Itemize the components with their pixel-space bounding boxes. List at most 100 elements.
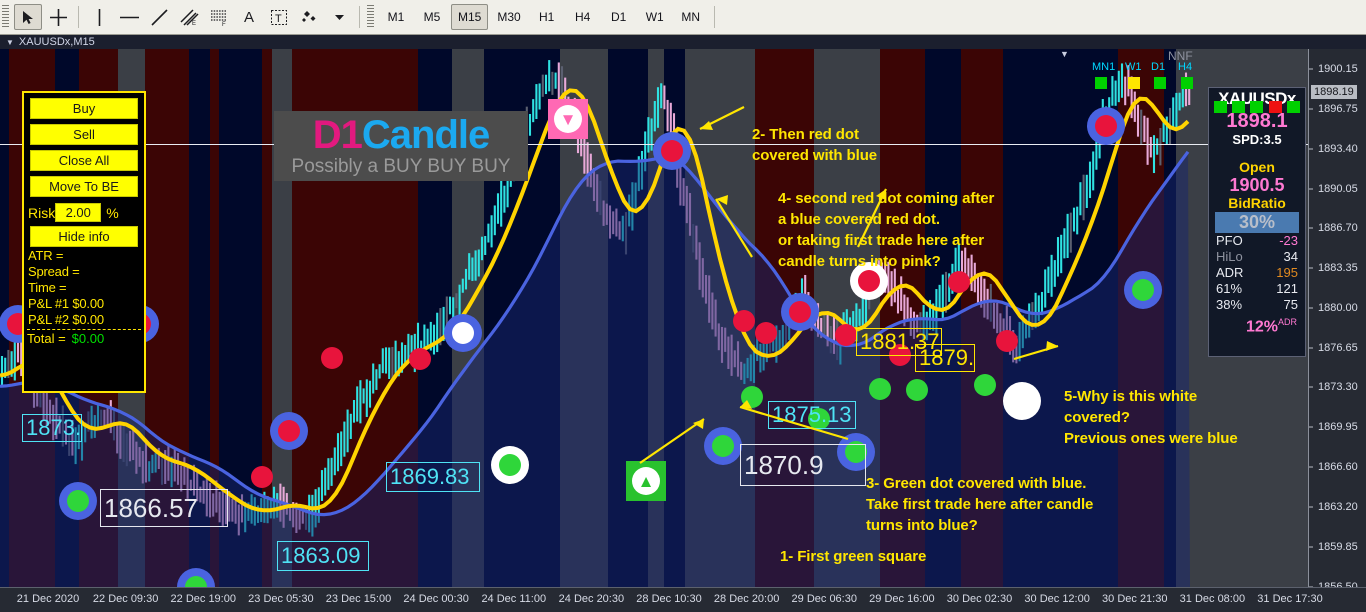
red-signal-dot xyxy=(321,347,343,369)
price-tick-label: 1873.30 xyxy=(1318,381,1358,394)
text-tool[interactable]: A xyxy=(243,8,254,26)
info-trend-dot xyxy=(1250,101,1264,113)
price-tick-label: 1900.15 xyxy=(1318,62,1358,75)
info-stat-row: PFO -23 xyxy=(1209,233,1305,249)
hide-info-button[interactable]: Hide info xyxy=(30,226,138,247)
annotation-5: 5-Why is this white covered? Previous on… xyxy=(1064,388,1238,447)
symbol-info-panel: XAUUSDx 1898.1 SPD:3.5 Open 1900.5 BidRa… xyxy=(1208,87,1306,357)
red-signal-dot xyxy=(661,140,683,162)
tf-marker-dot-d1 xyxy=(1154,77,1166,89)
price-tick-label: 1893.40 xyxy=(1318,142,1358,155)
risk-unit: % xyxy=(106,204,119,221)
time-tick-label: 21 Dec 2020 xyxy=(16,593,80,605)
close-all-button[interactable]: Close All xyxy=(30,150,138,171)
chart-menu-caret-icon[interactable]: ▼ xyxy=(6,37,14,47)
equidistant-channel-tool[interactable]: E xyxy=(175,4,203,30)
chart-plot-area[interactable]: ▼ ▲ D1Candle Possibly a BUY BUY BUY 1873.… xyxy=(0,49,1308,587)
atr-line: ATR = xyxy=(28,248,64,263)
info-bid-price: 1898.1 xyxy=(1226,110,1288,132)
time-tick-label: 31 Dec 08:00 xyxy=(1179,593,1246,605)
timeframe-m5[interactable]: M5 xyxy=(423,10,441,24)
red-signal-dot xyxy=(409,348,431,370)
price-box-1869: 1869.83 xyxy=(386,462,480,492)
time-tick-label: 28 Dec 10:30 xyxy=(636,593,702,605)
cursor-tool[interactable] xyxy=(14,4,42,30)
timeframe-w1[interactable]: W1 xyxy=(645,10,664,24)
toolbar-separator xyxy=(78,6,79,28)
timeframe-grip[interactable] xyxy=(367,5,374,29)
time-tick-label: 24 Dec 00:30 xyxy=(403,593,469,605)
toolbar-grip[interactable] xyxy=(2,5,9,29)
time-tick-label: 23 Dec 15:00 xyxy=(325,593,392,605)
price-tick-label: 1859.85 xyxy=(1318,541,1358,554)
toolbar-separator-3 xyxy=(713,6,715,28)
price-tick-label: 1890.05 xyxy=(1318,182,1358,195)
timeframe-m15[interactable]: M15 xyxy=(451,4,489,30)
red-signal-dot xyxy=(789,301,811,323)
tf-marker-dot-w1 xyxy=(1128,77,1140,89)
info-stat-row: 38% 75 xyxy=(1209,297,1305,313)
info-spread: SPD:3.5 xyxy=(1232,132,1282,147)
price-axis[interactable]: 1900.15 1896.75 1893.40 1890.05 1886.70 1883.… xyxy=(1308,49,1366,593)
objects-dropdown[interactable] xyxy=(325,4,353,30)
timeframe-h4[interactable]: H4 xyxy=(575,10,591,24)
price-tick-label: 1866.60 xyxy=(1318,461,1358,474)
trendline-tool[interactable] xyxy=(145,4,173,30)
logo-tagline: Possibly a BUY BUY BUY xyxy=(291,156,511,177)
session-band xyxy=(210,49,219,587)
timeframe-d1[interactable]: D1 xyxy=(611,10,627,24)
time-axis[interactable]: 21 Dec 2020 22 Dec 09:30 22 Dec 19:00 23 De… xyxy=(0,587,1366,612)
tf-marker-label-w1: W1 xyxy=(1125,61,1142,73)
timeframe-h1[interactable]: H1 xyxy=(539,10,555,24)
time-tick-label: 30 Dec 21:30 xyxy=(1102,593,1168,605)
svg-text:E: E xyxy=(192,21,196,26)
fast-moving-average xyxy=(0,88,1190,513)
spread-line: Spread = xyxy=(28,264,80,279)
info-stat-value: 75 xyxy=(1283,297,1298,312)
time-tick-label: 24 Dec 20:30 xyxy=(558,593,625,605)
objects-tool[interactable] xyxy=(295,4,323,30)
red-signal-dot xyxy=(278,420,300,442)
price-tick xyxy=(1309,68,1313,70)
text-label-tool[interactable]: T xyxy=(265,4,293,30)
red-signal-dot xyxy=(251,466,273,488)
price-box-1873: 1873. xyxy=(22,414,82,442)
timeframe-m1[interactable]: M1 xyxy=(387,10,405,24)
risk-label: Risk xyxy=(28,204,56,221)
price-box-1881: 1881.37 xyxy=(856,328,942,356)
timeframe-m30[interactable]: M30 xyxy=(497,10,521,24)
chart-collapse-caret-icon[interactable]: ▼ xyxy=(1060,49,1069,59)
logo-part2: Candle xyxy=(361,113,490,157)
price-tick xyxy=(1309,267,1313,269)
info-stat-row: ADR 195 xyxy=(1209,265,1305,281)
chart-titlebar: ▼ XAUUSDx,M15 xyxy=(0,35,1366,49)
horizontal-line-tool[interactable] xyxy=(115,4,143,30)
risk-input[interactable]: 2.00 xyxy=(55,203,102,222)
tf-marker-label-h4: H4 xyxy=(1178,61,1193,73)
price-tick-label: 1880.00 xyxy=(1318,301,1358,314)
info-open-label: Open xyxy=(1239,159,1275,175)
info-adr-sup: ADR xyxy=(1277,317,1297,327)
red-signal-dot xyxy=(1095,115,1117,137)
green-signal-dot xyxy=(845,441,867,463)
timeframe-mn[interactable]: MN xyxy=(681,10,701,24)
pnl1-line: P&L #1 $0.00 xyxy=(28,296,104,311)
annotation-arrows xyxy=(639,106,1059,464)
tf-marker-label-mn1: MN1 xyxy=(1092,61,1116,73)
info-stat-key: 38% xyxy=(1216,297,1243,312)
move-to-be-button[interactable]: Move To BE xyxy=(30,176,138,197)
sell-button[interactable]: Sell xyxy=(30,124,138,145)
info-trend-dot xyxy=(1213,101,1227,113)
info-stat-row: 61% 121 xyxy=(1209,281,1305,297)
price-tick-label: 1896.75 xyxy=(1318,102,1358,115)
d1candle-watermark: D1Candle Possibly a BUY BUY BUY xyxy=(274,111,528,181)
fibonacci-tool[interactable]: F xyxy=(205,4,233,30)
time-tick-label: 28 Dec 20:00 xyxy=(713,593,780,605)
info-stat-key: 61% xyxy=(1216,281,1243,296)
buy-button[interactable]: Buy xyxy=(30,98,138,119)
info-trend-dot xyxy=(1268,101,1282,113)
annotation-1: 1- First green square xyxy=(780,548,927,565)
vertical-line-tool[interactable] xyxy=(85,4,113,30)
crosshair-tool[interactable] xyxy=(44,4,72,30)
total-row: Total = $0.00 xyxy=(27,329,141,346)
